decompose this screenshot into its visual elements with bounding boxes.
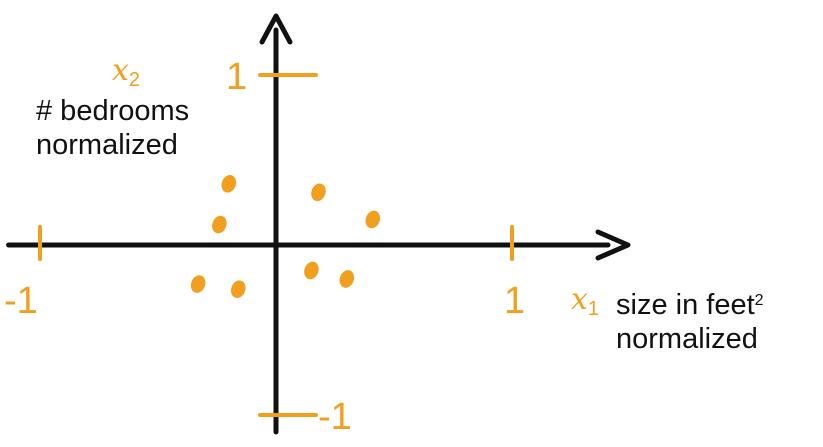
data-point-2	[311, 183, 326, 202]
y-axis-arrow	[259, 13, 293, 45]
x-tick-label-0: -1	[4, 280, 38, 322]
data-point-4	[304, 261, 319, 280]
axes	[6, 13, 631, 435]
y-axis-label: # bedrooms normalized	[36, 94, 189, 162]
data-point-1	[212, 215, 227, 234]
x-axis-label-text: size in feet	[616, 289, 755, 321]
data-point-3	[365, 210, 381, 229]
data-points	[190, 175, 381, 298]
y-axis-label-line1: # bedrooms	[36, 95, 190, 127]
y-tick-label-0: 1	[226, 56, 247, 98]
x-axis-arrow	[595, 229, 631, 261]
x-axis-symbol-letter: x	[571, 282, 588, 317]
data-point-0	[221, 175, 237, 193]
y-axis-symbol-subscript: 2	[129, 69, 140, 91]
x-axis-symbol-subscript: 1	[588, 298, 599, 320]
y-axis-label-line2: normalized	[36, 129, 178, 161]
x-axis-label-line2: normalized	[616, 323, 758, 355]
x-axis-label-line1: size in feet2	[616, 288, 764, 322]
tick-marks: -1 1 1 -1	[4, 56, 525, 438]
x-axis-symbol: x1	[571, 282, 599, 320]
data-point-7	[230, 280, 246, 298]
y-axis-symbol-letter: x	[112, 53, 129, 88]
data-point-6	[190, 275, 206, 293]
y-axis-symbol: x2	[112, 53, 140, 91]
x-axis-label-superscript: 2	[754, 292, 764, 309]
y-tick-label-1: -1	[318, 396, 352, 438]
data-point-5	[339, 270, 355, 288]
x-tick-label-1: 1	[504, 280, 525, 322]
x-axis-label: size in feet2 normalized	[616, 288, 764, 356]
